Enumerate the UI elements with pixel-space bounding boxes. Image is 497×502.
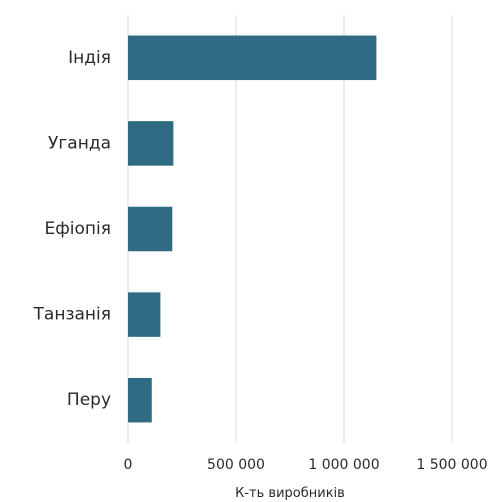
x-tick-label: 1 000 000 bbox=[308, 457, 379, 473]
category-label: Уганда bbox=[48, 133, 111, 153]
x-tick-label: 1 500 000 bbox=[416, 457, 487, 473]
category-label: Індія bbox=[68, 48, 111, 68]
x-tick-label: 500 000 bbox=[207, 457, 265, 473]
x-tick-labels: 0 500 000 1 000 000 1 500 000 bbox=[124, 457, 488, 473]
bar bbox=[128, 206, 173, 252]
bar bbox=[128, 292, 161, 337]
x-tick-label: 0 bbox=[124, 457, 133, 473]
x-axis-title: К-ть виробників bbox=[235, 486, 345, 501]
category-label: Перу bbox=[67, 390, 111, 410]
bar bbox=[128, 35, 377, 81]
category-label: Ефіопія bbox=[45, 219, 111, 239]
category-labels: Індія Уганда Ефіопія Танзанія Перу bbox=[33, 48, 111, 410]
bar bbox=[128, 377, 152, 423]
bar bbox=[128, 121, 174, 166]
category-label: Танзанія bbox=[33, 305, 111, 325]
bars bbox=[128, 35, 377, 423]
